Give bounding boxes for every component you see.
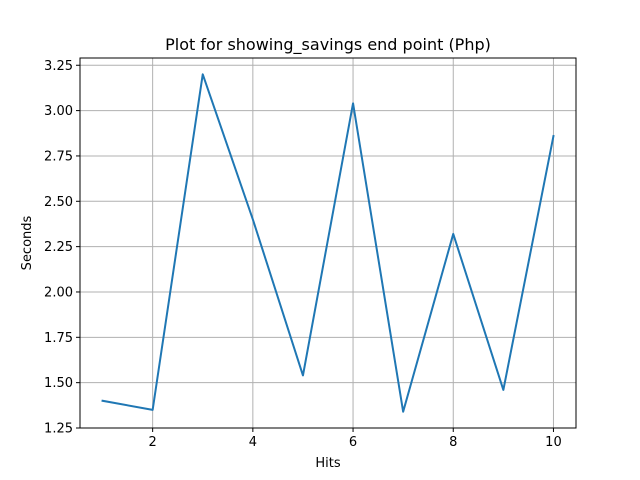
y-tick-label: 2.50 [44, 195, 73, 210]
series-line [101, 73, 555, 413]
y-tick-label: 2.75 [44, 149, 73, 164]
y-axis-ticks: 1.25 1.50 1.75 2.00 2.25 2.50 2.75 3.00 3.25 [44, 59, 80, 437]
series-layer [101, 73, 555, 413]
plot-frame [79, 57, 577, 429]
x-tick-label: 6 [349, 435, 357, 450]
x-tick-label: 4 [249, 435, 257, 450]
chart-title: Plot for showing_savings end point (Php) [165, 35, 491, 55]
y-tick-label: 3.25 [44, 59, 73, 74]
x-tick-label: 2 [149, 435, 157, 450]
x-tick-label: 10 [545, 435, 562, 450]
x-axis-ticks: 2 4 6 8 10 [149, 428, 562, 450]
y-tick-label: 1.50 [44, 376, 73, 391]
x-axis-label: Hits [315, 456, 340, 471]
y-tick-label: 1.25 [44, 422, 73, 437]
y-tick-label: 3.00 [44, 104, 73, 119]
y-tick-label: 1.75 [44, 331, 73, 346]
y-tick-label: 2.25 [44, 240, 73, 255]
y-tick-label: 2.00 [44, 285, 73, 300]
y-axis-label: Seconds [20, 215, 35, 270]
x-tick-label: 8 [449, 435, 457, 450]
